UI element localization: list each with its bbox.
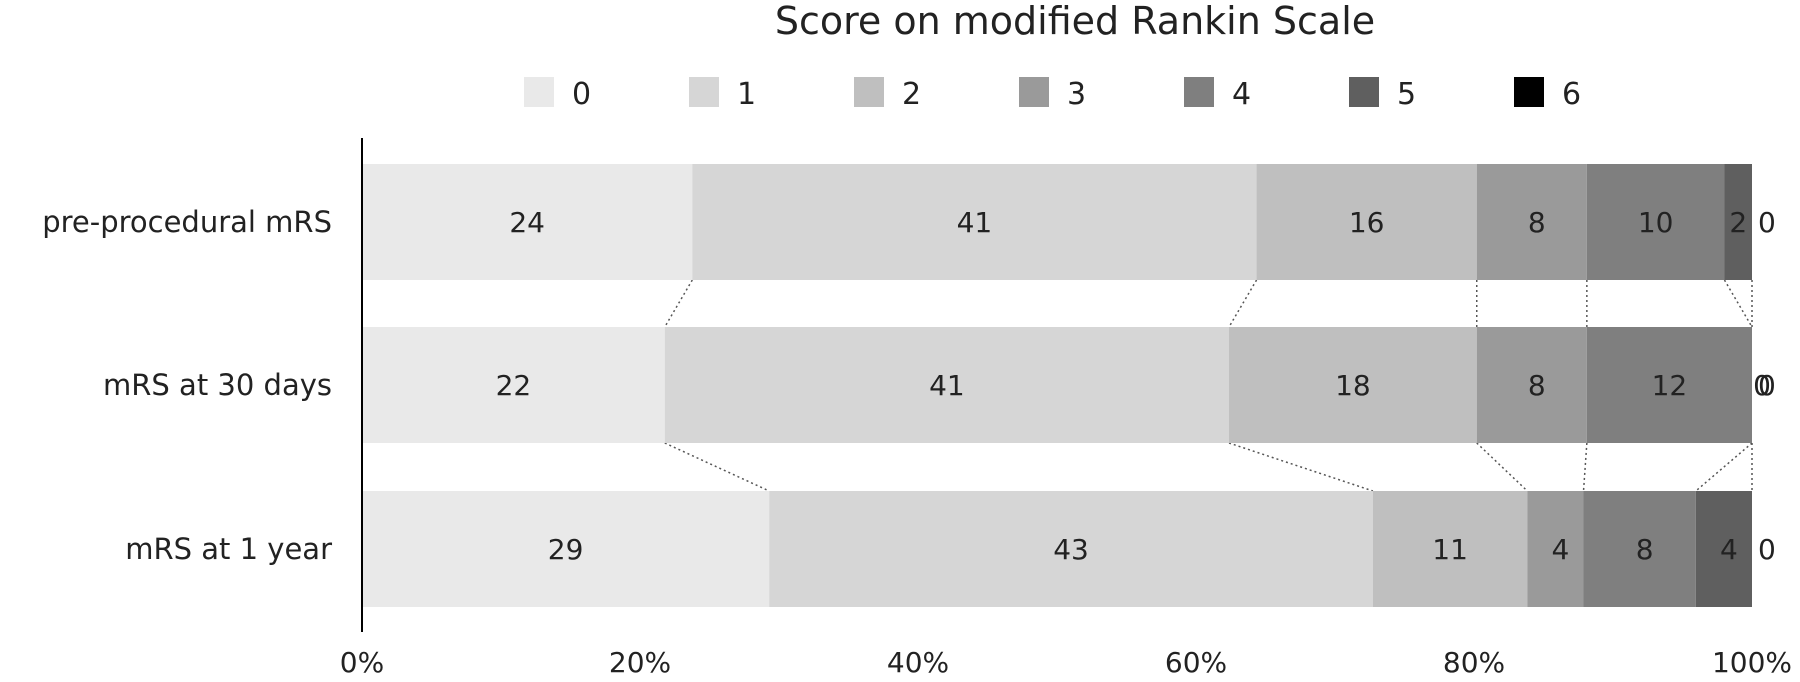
legend-label-3: 3 [1067,77,1086,112]
bar-segment-2-mrs-4 [1586,327,1752,443]
data-label-1-mrs-1: 41 [957,206,993,239]
data-label-1-mrs-3: 8 [1528,206,1546,239]
data-label-2-mrs-0: 22 [496,369,532,402]
data-label-3-mrs-5: 4 [1720,533,1738,566]
legend-item-1: 1 [689,77,756,112]
data-label-1-mrs-0: 24 [509,206,545,239]
bar-segment-1-mrs-3 [1476,164,1587,280]
bar-segment-3-mrs-2 [1372,491,1528,607]
bar-segment-3-mrs-4 [1583,491,1696,607]
bar-segment-2-mrs-0 [362,327,665,443]
legend: 0 1 2 3 4 5 6 [524,77,1581,112]
bar-group-2: 22 41 18 8 12 00 [362,327,1776,443]
bar-group-3: 29 43 11 4 8 4 0 [362,491,1776,607]
connector-line-2-0 [664,442,770,492]
category-label-1: pre-procedural mRS [42,205,332,239]
connector-line-2-1 [1228,442,1374,492]
legend-label-2: 2 [902,77,921,112]
data-label-2-mrs-4: 12 [1652,369,1688,402]
legend-item-4: 4 [1184,77,1251,112]
data-label-3-mrs-2: 11 [1432,533,1468,566]
data-label-2-mrs-1: 41 [929,369,965,402]
x-tick-label-4: 80% [1443,646,1505,678]
bar-segment-3-mrs-3 [1527,491,1584,607]
connector-line-1-4 [1723,279,1753,328]
legend-swatch-3 [1019,77,1049,107]
legend-item-3: 3 [1019,77,1086,112]
category-label-2: mRS at 30 days [103,368,332,402]
data-label-2-mrs-6: 0 [1758,369,1776,402]
legend-item-5: 5 [1349,77,1416,112]
bar-segment-2-mrs-1 [664,327,1230,443]
x-tick-label-1: 20% [609,646,671,678]
connector-lines [664,279,1753,492]
bar-segment-1-mrs-5 [1724,164,1752,280]
category-labels: pre-procedural mRS mRS at 30 days mRS at 1… [42,205,332,566]
bar-segment-1-mrs-0 [362,164,693,280]
legend-item-6: 6 [1514,77,1581,112]
category-label-3: mRS at 1 year [125,532,332,566]
legend-swatch-2 [854,77,884,107]
bar-segment-3-mrs-5 [1695,491,1752,607]
legend-swatch-5 [1349,77,1379,107]
chart-title: Score on modified Rankin Scale [775,0,1375,43]
data-label-2-mrs-2: 18 [1335,369,1371,402]
legend-label-0: 0 [572,77,591,112]
data-label-2-mrs-3: 8 [1528,369,1546,402]
legend-label-5: 5 [1397,77,1416,112]
legend-item-0: 0 [524,77,591,112]
data-label-1-mrs-6: 0 [1758,206,1776,239]
data-label-3-mrs-3: 4 [1552,533,1570,566]
connector-line-1-0 [664,279,693,328]
data-label-3-mrs-0: 29 [548,533,584,566]
legend-swatch-0 [524,77,554,107]
legend-label-4: 4 [1232,77,1251,112]
data-label-1-mrs-4: 10 [1638,206,1674,239]
legend-swatch-6 [1514,77,1544,107]
data-label-3-mrs-4: 8 [1636,533,1654,566]
bar-segment-1-mrs-1 [692,164,1257,280]
bar-segment-1-mrs-4 [1586,164,1725,280]
x-tick-label-0: 0% [340,646,384,678]
bar-segment-2-mrs-3 [1476,327,1587,443]
data-label-1-mrs-2: 16 [1349,206,1385,239]
data-label-2-mrs-5: 0 [1753,369,1771,402]
legend-label-1: 1 [737,77,756,112]
bar-segment-2-mrs-2 [1229,327,1477,443]
connector-line-2-2 [1476,442,1528,492]
data-label-3-mrs-1: 43 [1053,533,1089,566]
bar-segment-1-mrs-2 [1256,164,1477,280]
data-label-3-mrs-6: 0 [1758,533,1776,566]
legend-label-6: 6 [1562,77,1581,112]
data-label-1-mrs-5: 2 [1729,206,1747,239]
x-tick-label-3: 60% [1165,646,1227,678]
x-tick-label-2: 40% [887,646,949,678]
x-axis: 0% 20% 40% 60% 80% 100% [340,138,1792,679]
bar-group-1: 24 41 16 8 10 2 0 [362,164,1776,280]
connector-line-2-3 [1582,442,1588,492]
connector-line-2-4 [1695,442,1753,492]
legend-swatch-1 [689,77,719,107]
bar-segment-3-mrs-1 [769,491,1373,607]
connector-line-1-1 [1228,279,1258,328]
bar-segment-3-mrs-0 [362,491,770,607]
legend-swatch-4 [1184,77,1214,107]
legend-item-2: 2 [854,77,921,112]
x-tick-label-5: 100% [1712,646,1792,678]
